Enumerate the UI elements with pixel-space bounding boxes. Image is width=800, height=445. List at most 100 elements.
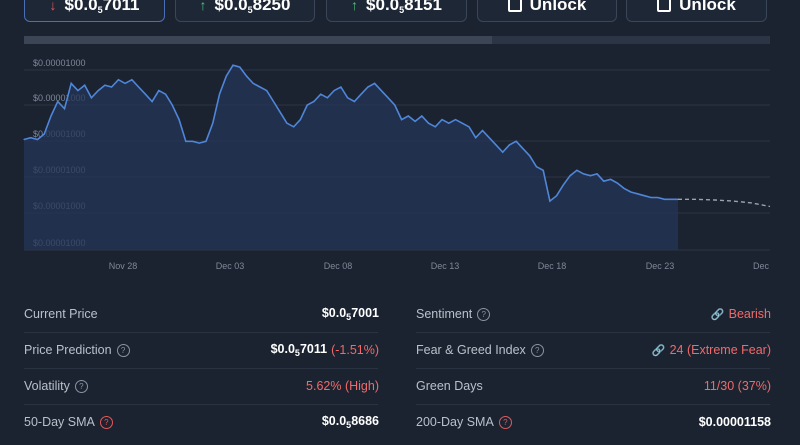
price-point — [488, 137, 490, 139]
stat-label: 50-Day SMA? — [24, 415, 113, 429]
price-point — [414, 120, 416, 122]
price-point — [286, 122, 288, 124]
stat-value[interactable]: 🔗 Bearish — [710, 307, 771, 321]
prediction-button-long[interactable]: ↑ $0.058151 — [326, 0, 467, 22]
price-point — [583, 173, 585, 175]
price-point — [36, 138, 39, 141]
price-point — [185, 140, 187, 142]
price-point — [481, 129, 484, 132]
divider — [24, 332, 378, 333]
stat-green-days: Green Days 11/30 (37%) — [416, 368, 771, 404]
price-point — [313, 100, 315, 103]
x-tick-label: Dec 23 — [646, 261, 675, 271]
price-point — [212, 122, 214, 124]
divider — [416, 332, 770, 333]
chart-range-scrollbar[interactable] — [24, 36, 770, 44]
stat-50-day-sma: 50-Day SMA? $0.058686 — [24, 404, 379, 440]
price-point — [380, 90, 382, 92]
stat-value: $0.057011 (-1.51%) — [270, 342, 379, 358]
chart-range-scrollbar-thumb[interactable] — [24, 36, 492, 44]
price-point — [279, 111, 281, 113]
price-point — [192, 140, 194, 142]
price-point — [353, 100, 355, 103]
price-point — [111, 86, 113, 88]
info-icon[interactable]: ? — [477, 307, 491, 321]
stat-volatility: Volatility? 5.62% (High) — [24, 368, 379, 404]
price-point — [522, 148, 524, 150]
stat-current-price: Current Price $0.057001 — [24, 296, 379, 332]
price-point — [77, 90, 79, 92]
divider — [24, 368, 378, 369]
unlock-button-2[interactable]: Unlock — [626, 0, 767, 22]
stat-fear-greed-index: Fear & Greed Index? 🔗 24 (Extreme Fear) — [416, 332, 771, 368]
price-point — [623, 187, 625, 189]
arrow-up-icon: ↑ — [199, 0, 207, 13]
price-point — [454, 119, 457, 121]
price-point — [515, 140, 517, 142]
price-point — [630, 191, 632, 193]
arrow-up-icon: ↑ — [351, 0, 359, 13]
price-point — [151, 100, 153, 103]
price-point — [529, 155, 531, 157]
unlock-label: Unlock — [529, 0, 587, 14]
lock-checkbox-icon — [507, 0, 522, 12]
price-point — [171, 104, 173, 106]
link-icon: 🔗 — [710, 308, 725, 321]
price-point — [144, 93, 146, 95]
stat-value: $0.00001158 — [698, 415, 771, 429]
price-point — [441, 119, 443, 121]
y-tick-label: $0.00001000 — [33, 58, 86, 68]
price-point — [650, 196, 652, 199]
price-point — [347, 97, 349, 99]
price-point — [117, 79, 119, 81]
price-point — [434, 126, 436, 128]
info-icon[interactable]: ? — [498, 415, 512, 429]
prediction-value: $0.058250 — [214, 0, 291, 15]
price-area — [24, 65, 678, 250]
price-point — [225, 75, 227, 77]
price-point — [293, 126, 295, 128]
info-icon[interactable]: ? — [99, 415, 113, 429]
stat-value: 5.62% (High) — [306, 379, 379, 393]
unlock-label: Unlock — [679, 0, 736, 14]
price-point — [448, 122, 450, 124]
price-point — [468, 126, 470, 128]
price-line — [23, 64, 678, 203]
price-point — [495, 144, 497, 146]
price-point — [70, 82, 72, 84]
price-point — [245, 75, 248, 77]
info-icon[interactable]: ? — [74, 379, 88, 393]
prediction-value: $0.057011 — [64, 0, 140, 15]
lock-checkbox-icon — [657, 0, 672, 12]
stat-label: 200-Day SMA? — [416, 415, 512, 429]
stat-label: Current Price — [24, 307, 98, 321]
price-chart: $0.00001000$0.00001000$0.00001000$0.0000… — [23, 58, 771, 271]
price-point — [131, 79, 133, 81]
price-point — [205, 140, 207, 142]
price-point — [394, 104, 396, 106]
x-tick-label: Dec 13 — [431, 261, 460, 271]
price-point — [138, 86, 140, 88]
prediction-button-short[interactable]: ↓ $0.057011 — [24, 0, 165, 22]
unlock-button-1[interactable]: Unlock — [477, 0, 617, 22]
stat-value: $0.058686 — [321, 414, 379, 430]
stat-label: Sentiment? — [416, 307, 491, 321]
price-point — [535, 166, 538, 168]
price-point — [259, 86, 261, 88]
price-point — [670, 198, 672, 200]
price-point — [643, 195, 645, 197]
prediction-button-medium[interactable]: ↑ $0.058250 — [175, 0, 315, 22]
price-point — [636, 193, 639, 195]
stat-value[interactable]: 🔗 24 (Extreme Fear) — [651, 343, 771, 357]
info-icon[interactable]: ? — [116, 343, 130, 357]
stat-sentiment: Sentiment? 🔗 Bearish — [416, 296, 771, 332]
price-point — [461, 122, 463, 124]
link-icon: 🔗 — [651, 344, 666, 357]
price-point — [50, 115, 52, 117]
price-point — [178, 119, 180, 121]
price-point — [569, 175, 571, 177]
price-point — [549, 200, 551, 202]
info-icon[interactable]: ? — [530, 343, 544, 357]
stat-label: Price Prediction? — [24, 343, 130, 357]
divider — [24, 404, 378, 405]
